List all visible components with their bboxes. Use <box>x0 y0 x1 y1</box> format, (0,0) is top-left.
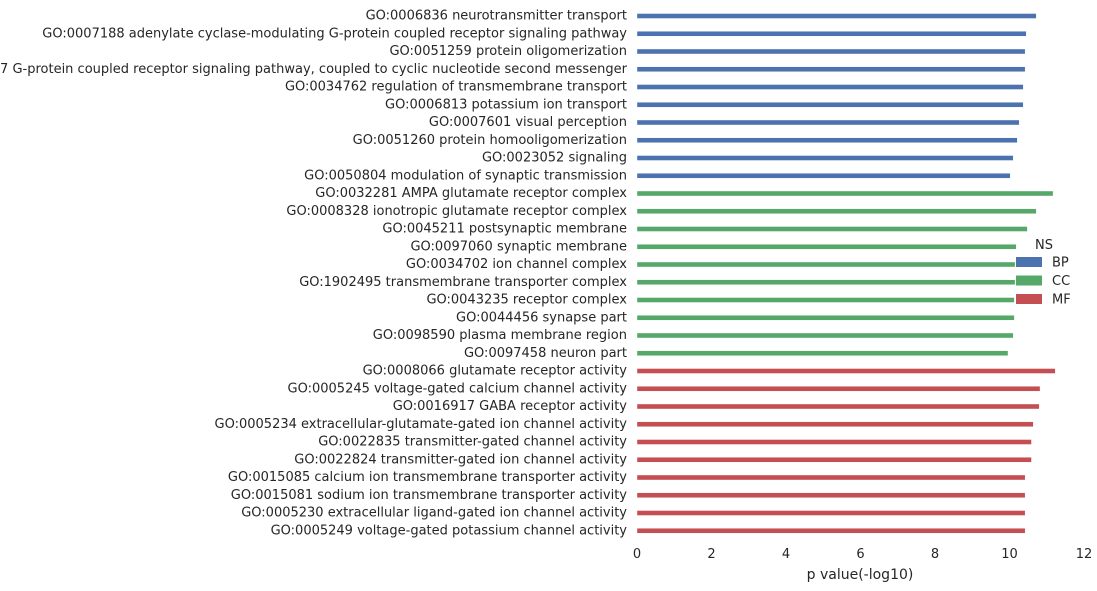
category-label: GO:0008066 glutamate receptor activity <box>363 364 628 379</box>
category-label: GO:0022824 transmitter-gated ion channel… <box>294 452 627 467</box>
category-label: GO:1902495 transmembrane transporter com… <box>299 275 627 290</box>
category-label: GO:0006813 potassium ion transport <box>385 97 627 112</box>
legend-swatch-bp <box>1016 257 1042 267</box>
bar-mf <box>636 510 1026 516</box>
legend: NS BP CC MF <box>1016 238 1071 308</box>
bar-bp <box>636 13 1037 19</box>
category-label: GO:0098590 plasma membrane region <box>373 328 627 343</box>
category-label: GO:0044456 synapse part <box>456 310 627 325</box>
bar-cc <box>636 244 1017 250</box>
bar-mf <box>636 386 1041 392</box>
x-tick-label: 6 <box>856 547 864 562</box>
category-label: GO:0051260 protein homooligomerization <box>353 133 627 148</box>
legend-swatch-mf <box>1016 294 1042 304</box>
legend-swatch-cc <box>1016 275 1042 286</box>
bar-cc <box>636 315 1015 321</box>
bar-cc <box>636 208 1037 214</box>
bar-cc <box>636 350 1009 356</box>
category-label: GO:0007188 adenylate cyclase-modulating … <box>42 26 627 41</box>
bar-mf <box>636 439 1032 445</box>
category-label: GO:0016917 GABA receptor activity <box>393 399 628 414</box>
x-axis-ticks: 0 2 4 6 8 10 12 <box>633 547 1092 562</box>
category-label: GO:0097458 neuron part <box>464 346 627 361</box>
x-tick-label: 12 <box>1076 547 1093 562</box>
bar-mf <box>636 403 1040 410</box>
category-label: GO:0007187 G-protein coupled receptor si… <box>0 62 628 77</box>
category-label: GO:0005245 voltage-gated calcium channel… <box>288 381 628 396</box>
bar-cc <box>636 261 1016 268</box>
bar-bp <box>636 173 1011 179</box>
category-label: GO:0023052 signaling <box>482 151 627 166</box>
x-axis-label: p value(-log10) <box>807 567 914 583</box>
bar-mf <box>636 528 1026 534</box>
category-label: GO:0007601 visual perception <box>429 115 627 130</box>
bar-mf <box>636 457 1032 463</box>
category-label: GO:0005230 extracellular ligand-gated io… <box>241 506 627 521</box>
bar-mf <box>636 421 1034 427</box>
category-label: GO:0015085 calcium ion transmembrane tra… <box>228 470 627 485</box>
bar-cc <box>636 332 1014 339</box>
legend-label-cc: CC <box>1052 274 1070 289</box>
category-label: GO:0045211 postsynaptic membrane <box>382 222 627 237</box>
bars-group <box>636 13 1056 534</box>
category-label: GO:0008328 ionotropic glutamate receptor… <box>286 204 627 219</box>
bar-bp <box>636 48 1026 55</box>
bar-bp <box>636 119 1020 126</box>
legend-label-mf: MF <box>1052 293 1071 308</box>
x-tick-label: 2 <box>707 547 715 562</box>
category-label: GO:0006836 neurotransmitter transport <box>366 9 627 24</box>
bar-bp <box>636 137 1018 143</box>
category-labels: GO:0006836 neurotransmitter transport GO:… <box>0 9 628 539</box>
bar-mf <box>636 474 1026 481</box>
bar-cc <box>636 279 1016 285</box>
category-label: GO:0005234 extracellular-glutamate-gated… <box>215 417 628 432</box>
category-label: GO:0022835 transmitter-gated channel act… <box>318 435 627 450</box>
category-label: GO:0032281 AMPA glutamate receptor compl… <box>315 186 627 201</box>
bar-bp <box>636 84 1024 90</box>
category-label: GO:0050804 modulation of synaptic transm… <box>304 168 627 183</box>
bar-cc <box>636 297 1015 303</box>
x-tick-label: 10 <box>1001 547 1018 562</box>
bar-bp <box>636 66 1026 72</box>
category-label: GO:0043235 receptor complex <box>426 293 627 308</box>
category-label: GO:0034762 regulation of transmembrane t… <box>285 80 627 95</box>
category-label: GO:0097060 synaptic membrane <box>410 239 627 254</box>
category-label: GO:0015081 sodium ion transmembrane tran… <box>231 488 627 503</box>
x-tick-label: 0 <box>633 547 641 562</box>
bar-bp <box>636 155 1014 161</box>
bar-mf <box>636 492 1026 498</box>
bar-cc <box>636 226 1028 232</box>
bar-cc <box>636 190 1054 197</box>
legend-label-bp: BP <box>1052 256 1069 271</box>
x-tick-label: 4 <box>782 547 790 562</box>
category-label: GO:0051259 protein oligomerization <box>389 44 627 59</box>
bar-mf <box>636 368 1056 374</box>
bar-bp <box>636 31 1027 37</box>
x-tick-label: 8 <box>931 547 939 562</box>
category-label: GO:0034702 ion channel complex <box>406 257 627 272</box>
bar-bp <box>636 102 1024 108</box>
category-label: GO:0005249 voltage-gated potassium chann… <box>271 523 628 538</box>
legend-title: NS <box>1035 238 1053 253</box>
